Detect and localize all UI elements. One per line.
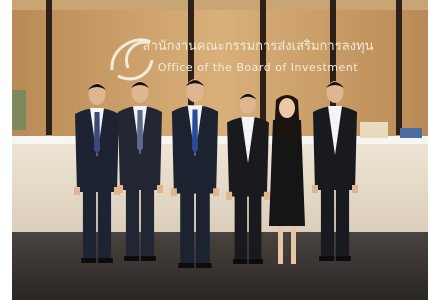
hand bbox=[264, 192, 270, 200]
shoe bbox=[249, 259, 263, 264]
stripe bbox=[396, 0, 402, 135]
stripe bbox=[46, 0, 52, 135]
leg bbox=[278, 226, 283, 264]
desk-item bbox=[400, 128, 422, 138]
hand bbox=[171, 188, 177, 196]
hand bbox=[226, 192, 232, 200]
hand bbox=[213, 188, 219, 196]
marble-floor bbox=[12, 232, 428, 300]
tie bbox=[94, 112, 100, 154]
sign-thai: สำนักงานคณะกรรมการส่งเสริมการลงทุน bbox=[143, 39, 374, 54]
shoe bbox=[178, 263, 194, 268]
shoe bbox=[336, 256, 351, 261]
face bbox=[279, 98, 295, 118]
shoe bbox=[233, 259, 247, 264]
shoe bbox=[98, 258, 113, 263]
shoe bbox=[319, 256, 334, 261]
leg bbox=[291, 226, 296, 264]
desk-item bbox=[360, 122, 388, 138]
shoe bbox=[124, 256, 139, 261]
shoe bbox=[196, 263, 212, 268]
hand bbox=[312, 185, 318, 193]
tie bbox=[192, 110, 198, 154]
tie bbox=[137, 110, 143, 152]
hand bbox=[352, 185, 358, 193]
photo: สำนักงานคณะกรรมการส่งเสริมการลงทุน Offic… bbox=[0, 0, 431, 304]
sign-english: Office of the Board of Investment bbox=[158, 61, 358, 74]
page: สำนักงานคณะกรรมการส่งเสริมการลงทุน Offic… bbox=[0, 0, 431, 304]
shoe bbox=[81, 258, 96, 263]
ceiling-edge bbox=[12, 0, 428, 10]
shoe bbox=[141, 256, 156, 261]
hand bbox=[157, 185, 163, 193]
hand bbox=[117, 185, 123, 193]
hand bbox=[74, 187, 80, 195]
plant bbox=[12, 90, 26, 130]
